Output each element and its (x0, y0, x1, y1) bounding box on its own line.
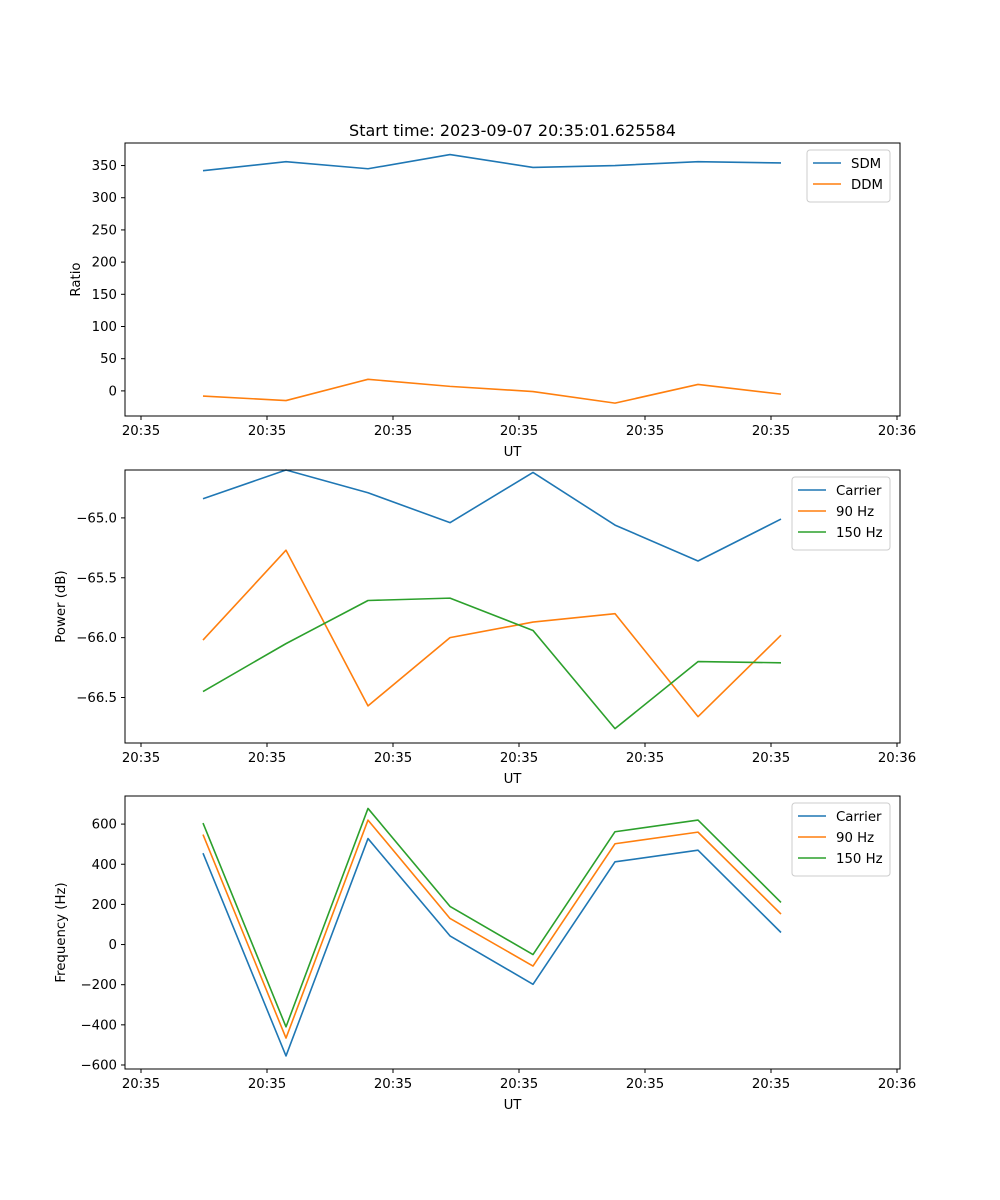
frequency-ytick-label: −600 (80, 1058, 117, 1073)
frequency-series-90-hz (202, 819, 782, 1039)
chart-title: Start time: 2023-09-07 20:35:01.625584 (349, 121, 676, 140)
power-series-150-hz (202, 597, 782, 730)
ratio-legend-label: SDM (851, 157, 881, 172)
ratio-xlabel: UT (504, 445, 523, 460)
power-legend-label: 150 Hz (836, 526, 883, 541)
power-xtick-label: 20:35 (374, 751, 412, 766)
power-legend-label: Carrier (836, 484, 882, 499)
frequency-plot-frame (124, 795, 901, 1070)
ratio-ytick-label: 300 (92, 191, 117, 206)
frequency-ytick-label: 0 (109, 938, 117, 953)
power-xtick-label: 20:35 (752, 751, 790, 766)
frequency-legend-label: Carrier (836, 810, 882, 825)
frequency-xtick-label: 20:35 (122, 1077, 160, 1092)
frequency-legend-label: 150 Hz (836, 852, 883, 867)
power-series-90-hz (202, 549, 782, 718)
power-xtick-label: 20:35 (248, 751, 286, 766)
ratio-ytick-label: 100 (92, 320, 117, 335)
frequency-ytick-label: 400 (92, 858, 117, 873)
power-xtick-label: 20:35 (500, 751, 538, 766)
power-xtick-label: 20:35 (122, 751, 160, 766)
power-series-carrier (202, 469, 782, 562)
ratio-legend-label: DDM (851, 178, 883, 193)
frequency-series-carrier (202, 837, 782, 1057)
frequency-legend-label: 90 Hz (836, 831, 874, 846)
ratio-ytick-label: 200 (92, 256, 117, 271)
ratio-panel: 0 50 100 150 200 250 300 350 20:35 20:35 20:35 20:3… (69, 142, 916, 460)
frequency-xtick-label: 20:35 (374, 1077, 412, 1092)
ratio-xtick-label: 20:35 (374, 424, 412, 439)
power-ytick-label: −66.0 (76, 631, 117, 646)
ratio-ytick-label: 150 (92, 288, 117, 303)
power-ylabel: Power (dB) (54, 570, 69, 642)
frequency-ytick-label: −400 (80, 1018, 117, 1033)
ratio-xtick-label: 20:35 (752, 424, 790, 439)
ratio-ytick-label: 0 (109, 384, 117, 399)
power-xtick-label: 20:36 (878, 751, 916, 766)
ratio-xtick-label: 20:35 (122, 424, 160, 439)
frequency-series-150-hz (202, 807, 782, 1028)
power-xlabel: UT (504, 772, 523, 787)
ratio-xtick-label: 20:36 (878, 424, 916, 439)
power-panel: −66.5 −66.0 −65.5 −65.0 20:35 20:35 20:35 20:35… (54, 469, 916, 787)
power-ytick-label: −65.0 (76, 511, 117, 526)
frequency-ylabel: Frequency (Hz) (54, 882, 69, 982)
ratio-ytick-label: 50 (100, 352, 117, 367)
frequency-xtick-label: 20:35 (500, 1077, 538, 1092)
ratio-ylabel: Ratio (69, 262, 84, 296)
ratio-ytick-label: 250 (92, 223, 117, 238)
power-plot-frame (124, 469, 901, 744)
frequency-xlabel: UT (504, 1098, 523, 1113)
power-ytick-label: −65.5 (76, 571, 117, 586)
power-legend-label: 90 Hz (836, 505, 874, 520)
power-xtick-label: 20:35 (626, 751, 664, 766)
frequency-ytick-label: −200 (80, 978, 117, 993)
ratio-ytick-label: 350 (92, 159, 117, 174)
ratio-series-sdm (202, 153, 782, 172)
power-ytick-label: −66.5 (76, 691, 117, 706)
frequency-panel: −600 −400 −200 0 200 400 600 20:35 20:35 20:35 20:… (54, 795, 916, 1113)
frequency-xtick-label: 20:36 (878, 1077, 916, 1092)
frequency-ytick-label: 600 (92, 818, 117, 833)
ratio-series-ddm (202, 378, 782, 404)
frequency-ytick-label: 200 (92, 898, 117, 913)
frequency-xtick-label: 20:35 (752, 1077, 790, 1092)
ratio-xtick-label: 20:35 (626, 424, 664, 439)
frequency-xtick-label: 20:35 (626, 1077, 664, 1092)
ratio-xtick-label: 20:35 (248, 424, 286, 439)
ratio-plot-frame (124, 142, 901, 417)
ratio-xtick-label: 20:35 (500, 424, 538, 439)
frequency-xtick-label: 20:35 (248, 1077, 286, 1092)
